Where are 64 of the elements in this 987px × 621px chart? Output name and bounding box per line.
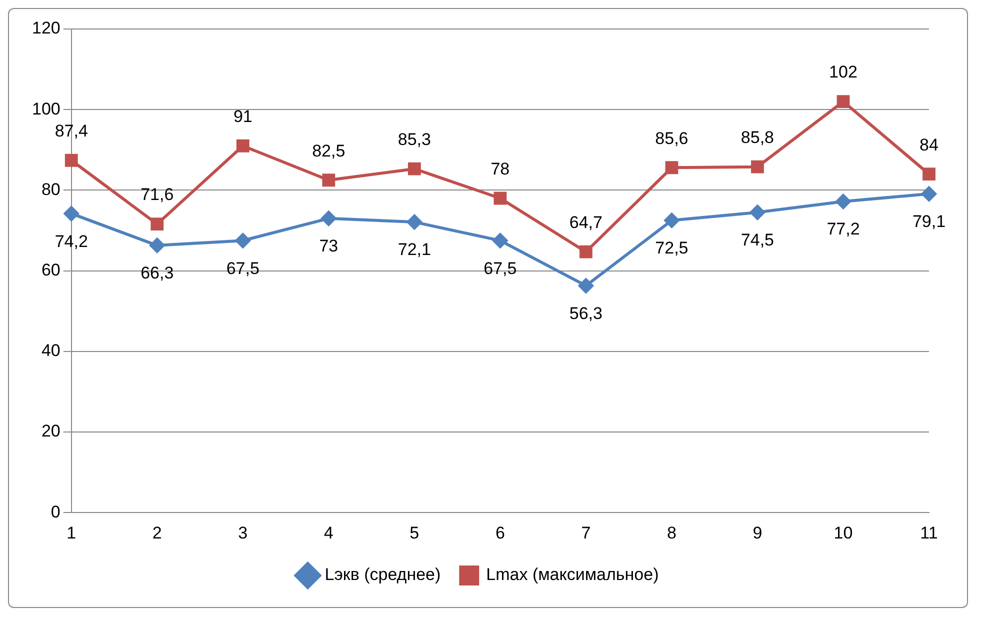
x-tick-label: 7 xyxy=(581,523,591,542)
data-label: 73 xyxy=(319,236,338,256)
y-tick-label: 20 xyxy=(41,422,60,441)
point xyxy=(578,278,594,294)
y-tick-label: 40 xyxy=(41,341,60,360)
x-tick-label: 8 xyxy=(666,523,676,542)
data-label: 72,1 xyxy=(398,240,431,260)
point xyxy=(751,160,764,174)
data-label: 85,6 xyxy=(655,128,688,148)
point xyxy=(492,233,508,248)
data-label: 85,8 xyxy=(740,128,774,148)
point xyxy=(836,194,851,209)
x-tick-label: 4 xyxy=(324,523,334,542)
x-tick-label: 2 xyxy=(152,523,162,542)
y-tick-label: 100 xyxy=(32,99,60,118)
data-label: 79,1 xyxy=(912,212,946,232)
point xyxy=(665,161,678,174)
x-tick-label: 1 xyxy=(66,523,76,542)
data-label: 82,5 xyxy=(312,141,346,160)
point xyxy=(836,95,850,108)
data-label: 78 xyxy=(490,159,510,178)
x-tick-label: 10 xyxy=(834,523,853,542)
point xyxy=(64,154,78,167)
data-label: 77,2 xyxy=(826,220,860,239)
data-label: 87,4 xyxy=(54,122,88,141)
data-label: 66,3 xyxy=(140,264,174,283)
data-label: 102 xyxy=(829,62,858,82)
point xyxy=(664,212,680,228)
y-tick-label: 80 xyxy=(41,180,60,199)
data-label: 67,5 xyxy=(484,258,517,278)
x-tick-label: 6 xyxy=(495,523,505,542)
legend-label: Lmax (максимальное) xyxy=(486,565,659,584)
x-tick-label: 9 xyxy=(752,523,762,542)
point xyxy=(494,192,507,205)
point xyxy=(322,174,336,187)
data-label: 84 xyxy=(920,135,938,154)
data-label: 85,3 xyxy=(398,130,431,150)
y-tick-label: 120 xyxy=(32,18,60,38)
point xyxy=(406,214,422,230)
data-label: 64,7 xyxy=(569,213,602,232)
data-label: 91 xyxy=(233,107,252,126)
data-label: 74,5 xyxy=(740,230,774,250)
point xyxy=(922,186,936,202)
point xyxy=(236,139,250,152)
y-tick-label: 60 xyxy=(41,260,60,280)
x-tick-label: 11 xyxy=(920,523,938,542)
data-label: 74,2 xyxy=(54,232,88,251)
y-tick-label: 0 xyxy=(50,502,60,522)
data-label: 67,5 xyxy=(226,258,260,278)
point xyxy=(408,162,421,176)
point xyxy=(750,204,765,220)
x-tick-label: 3 xyxy=(238,523,248,542)
point xyxy=(321,210,336,226)
point xyxy=(922,168,936,181)
x-tick-label: 5 xyxy=(410,523,420,542)
point xyxy=(579,245,592,258)
point xyxy=(64,206,79,222)
data-label: 71,6 xyxy=(140,185,174,204)
point xyxy=(150,218,164,230)
data-label: 56,3 xyxy=(569,304,602,323)
point xyxy=(235,233,250,248)
legend-label: Lэкв (среднее) xyxy=(324,565,441,584)
data-label: 72,5 xyxy=(655,238,688,258)
point xyxy=(150,238,165,253)
